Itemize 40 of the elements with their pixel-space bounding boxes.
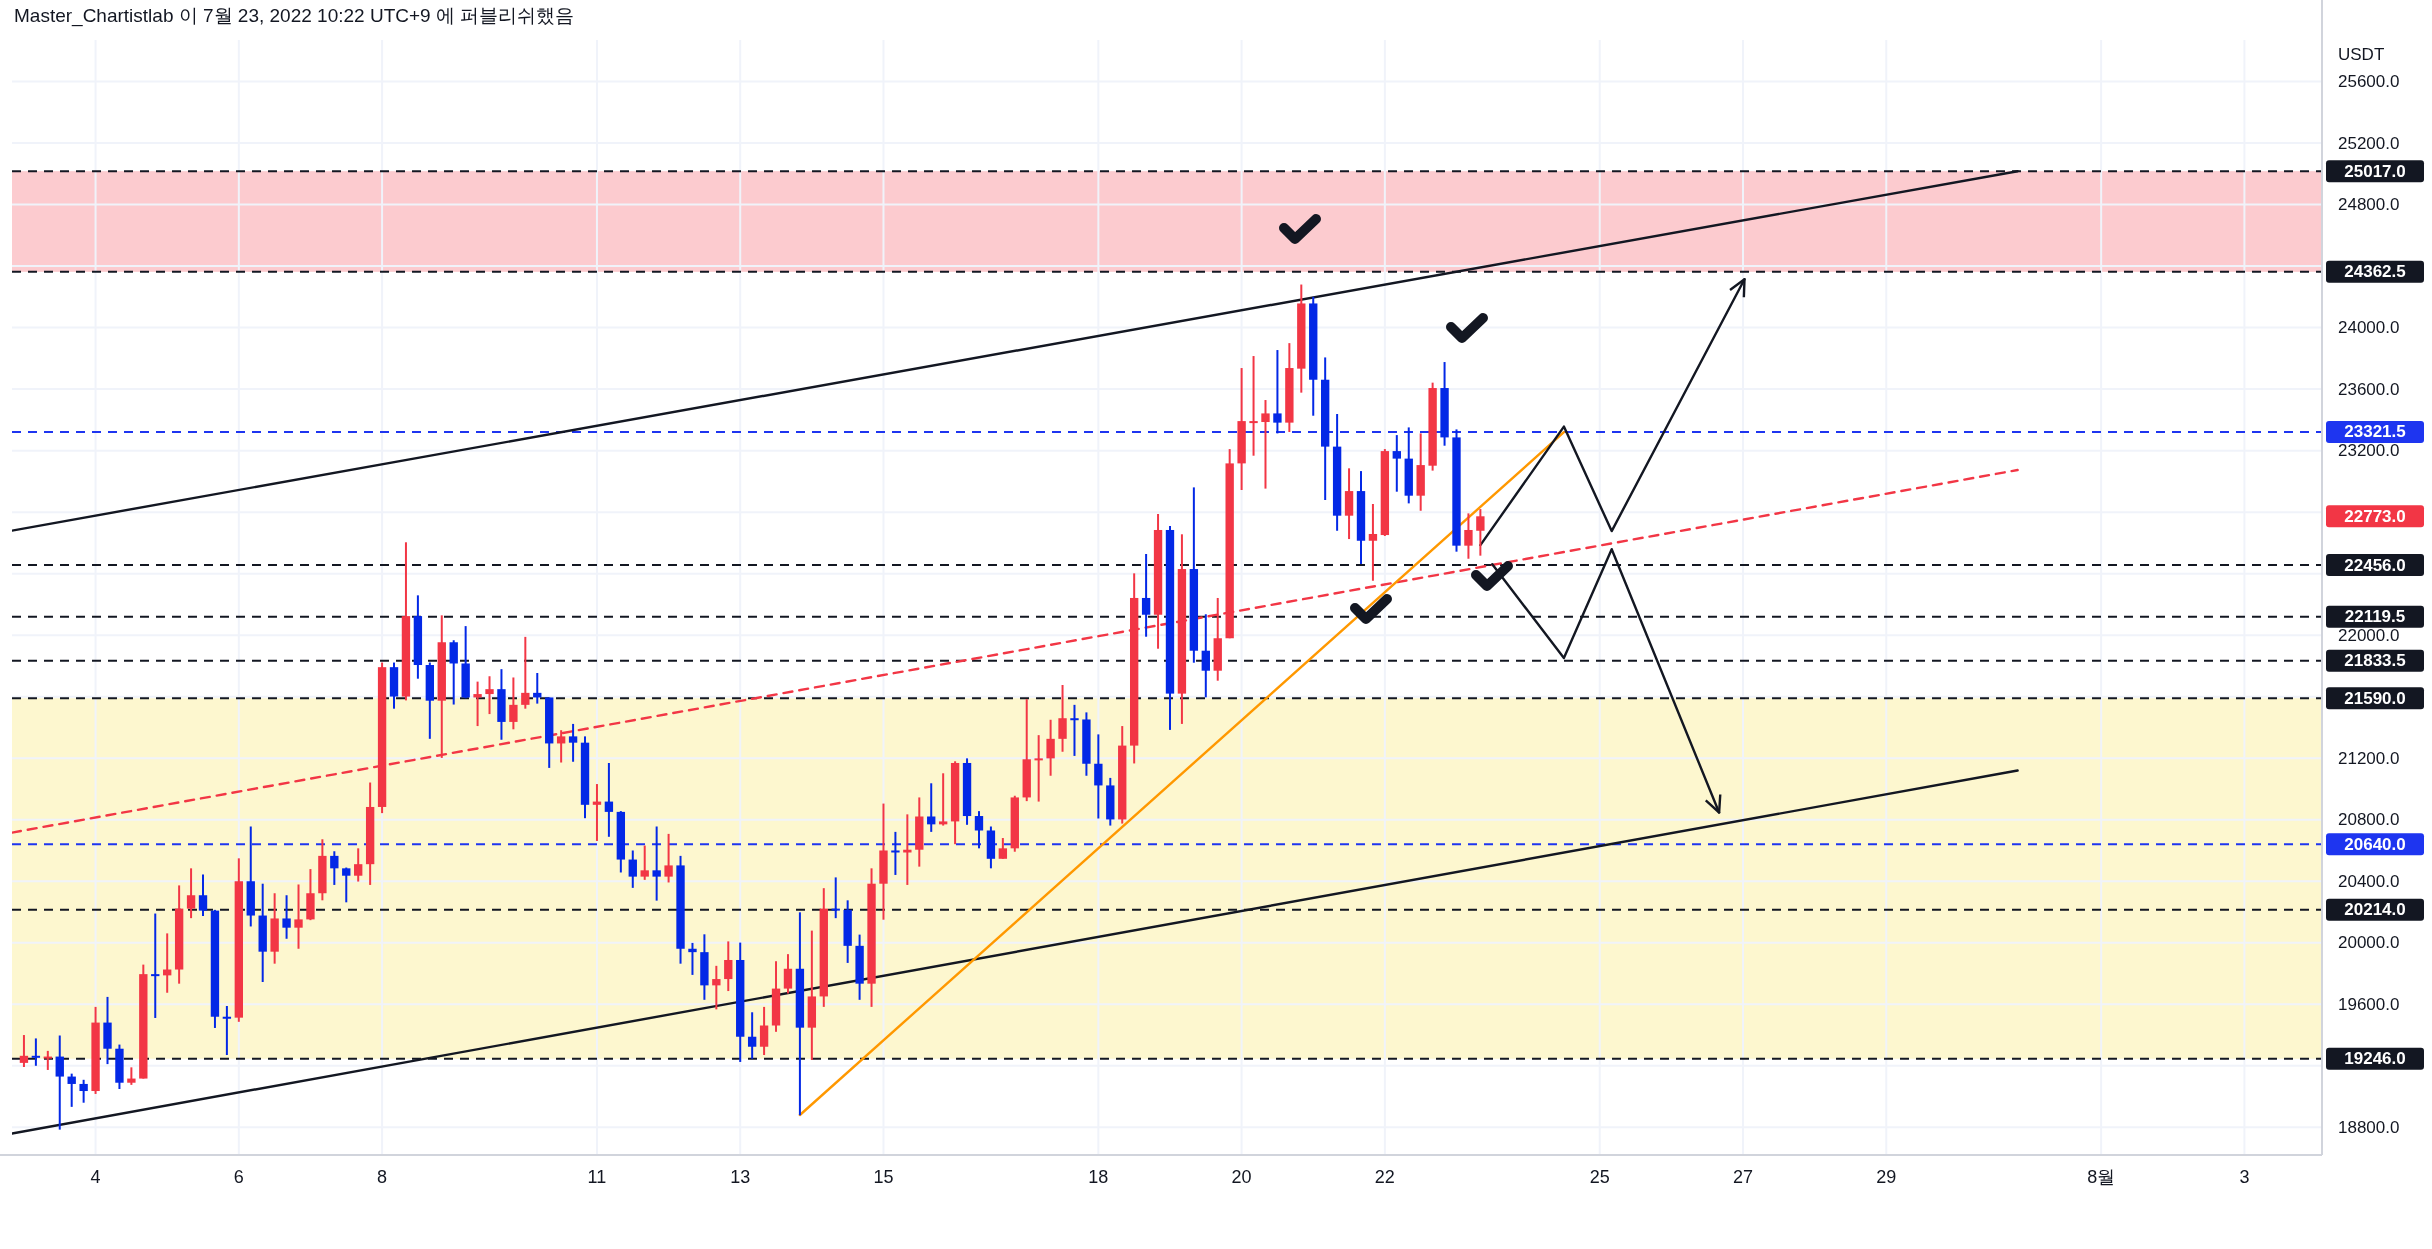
x-tick-label: 8월 [2087,1167,2116,1187]
ref-line-label: 21590.0 [2344,688,2406,708]
x-tick-label: 6 [233,1167,244,1187]
ref-line-label: 22456.0 [2344,555,2406,575]
y-tick-label: 22000.0 [2338,625,2400,645]
x-tick-label: 8 [377,1167,388,1187]
ref-line-label: 21833.5 [2344,651,2406,671]
y-tick-label: 20400.0 [2338,871,2400,891]
y-tick-label: 25600.0 [2338,72,2400,92]
y-tick-label: 24000.0 [2338,318,2400,338]
x-tick-label: 29 [1876,1167,1897,1187]
y-tick-label: 20000.0 [2338,933,2400,953]
ref-line-label: 23321.5 [2344,422,2406,442]
x-tick-label: 3 [2239,1167,2250,1187]
x-tick-label: 25 [1589,1167,1610,1187]
x-tick-label: 20 [1231,1167,1252,1187]
y-tick-label: 23600.0 [2338,379,2400,399]
ref-line-label: 25017.0 [2344,161,2406,181]
x-tick-label: 18 [1088,1167,1109,1187]
ref-line-label: 24362.5 [2344,262,2406,282]
chart-title: Master_Chartistlab 이 7월 23, 2022 10:22 UTC+9 에 퍼블리쉬했음 [14,5,575,27]
y-tick-label: 24800.0 [2338,195,2400,215]
ref-line-label: 20640.0 [2344,834,2406,854]
y-tick-label: 19600.0 [2338,994,2400,1014]
y-tick-label: 21200.0 [2338,748,2400,768]
y-tick-label: 20800.0 [2338,810,2400,830]
y-tick-label: 25200.0 [2338,133,2400,153]
x-tick-label: 15 [873,1167,894,1187]
x-tick-label: 27 [1732,1167,1754,1187]
ref-line-label: 19246.0 [2344,1049,2406,1069]
x-tick-label: 4 [90,1167,101,1187]
x-tick-label: 13 [730,1167,751,1187]
x-tick-label: 22 [1374,1167,1395,1187]
ref-line-label: 22119.5 [2344,607,2406,627]
x-tick-label: 11 [587,1167,607,1187]
y-axis-title: USDT [2338,45,2385,64]
y-tick-label: 23200.0 [2338,441,2400,461]
y-tick-label: 18800.0 [2338,1117,2400,1137]
ref-line-label: 20214.0 [2344,900,2406,920]
text: 22773.0 [2344,506,2406,526]
